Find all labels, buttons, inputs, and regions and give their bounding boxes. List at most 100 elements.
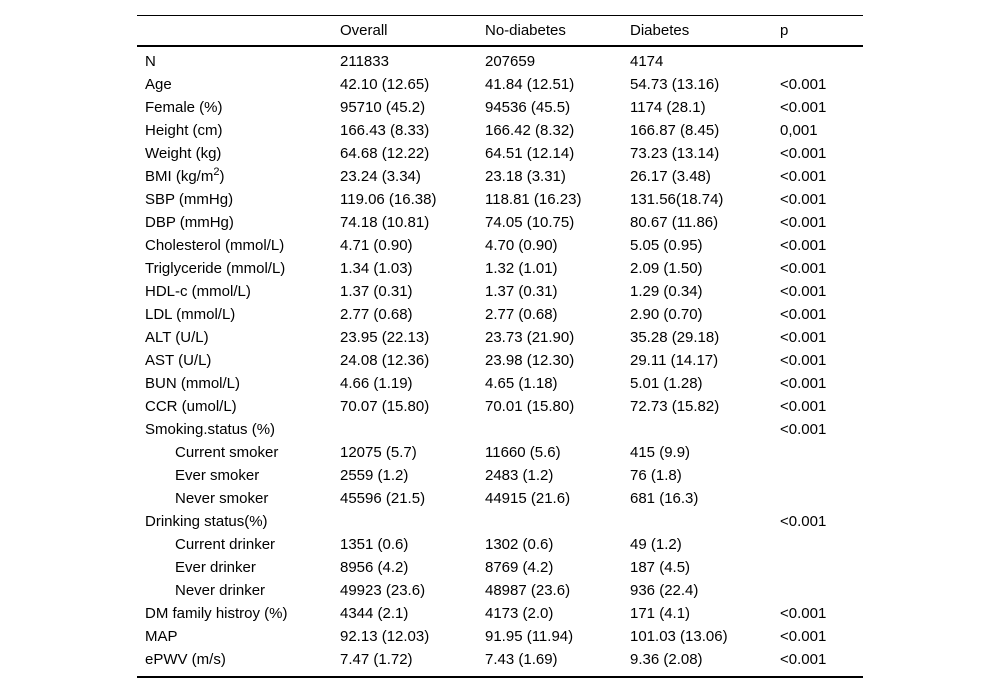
table-header: Overall No-diabetes Diabetes p [137, 15, 863, 47]
cell-value: 74.18 (10.81) [340, 214, 430, 231]
cell-value: 23.98 (12.30) [485, 352, 575, 369]
cell-value: 41.84 (12.51) [485, 76, 575, 93]
row-label: Never drinker [175, 582, 266, 599]
cell-value: <0.001 [780, 76, 827, 93]
cell-value: <0.001 [780, 513, 827, 530]
table-row: Cholesterol (mmol/L) 4.71 (0.90) 4.70 (0.9… [137, 234, 863, 257]
table-row: Weight (kg) 64.68 (12.22) 64.51 (12.14) 73.… [137, 142, 863, 165]
row-label: ALT (U/L) [145, 329, 209, 346]
row-label: Height (cm) [145, 122, 223, 139]
cell-value: 23.24 (3.34) [340, 168, 421, 185]
table-row: Drinking status(%) <0.001 [137, 510, 863, 533]
cell-value: <0.001 [780, 260, 827, 277]
cell-value [485, 510, 630, 533]
cell-value: 8769 (4.2) [485, 559, 554, 576]
row-label: LDL (mmol/L) [145, 306, 236, 323]
cell-value: 4.71 (0.90) [340, 237, 413, 254]
row-label: Smoking.status (%) [145, 421, 276, 438]
cell-value: 1.32 (1.01) [485, 260, 558, 277]
cell-value: 7.43 (1.69) [485, 651, 558, 668]
cell-value: 91.95 (11.94) [485, 628, 574, 645]
cell-value: <0.001 [780, 375, 827, 392]
table-body: N 211833 207659 4174 Age 42.10 (12.65) 41.84 (… [137, 46, 863, 677]
cell-value: 80.67 (11.86) [630, 214, 719, 231]
row-label: HDL-c (mmol/L) [145, 283, 251, 300]
row-label: Never smoker [175, 490, 269, 507]
row-label: CCR (umol/L) [145, 398, 237, 415]
table-row: Ever drinker 8956 (4.2) 8769 (4.2) 187 (4.5… [137, 556, 863, 579]
row-label: BUN (mmol/L) [145, 375, 241, 392]
cell-value: 936 (22.4) [630, 582, 699, 599]
column-header: Overall [340, 15, 485, 47]
table-row: Female (%) 95710 (45.2) 94536 (45.5) 1174 (… [137, 96, 863, 119]
row-label: Female (%) [145, 99, 223, 116]
row-label: Age [145, 76, 172, 93]
cell-value: <0.001 [780, 214, 827, 231]
table-row: BUN (mmol/L) 4.66 (1.19) 4.65 (1.18) 5.01 (… [137, 372, 863, 395]
cell-value: 76 (1.8) [630, 467, 682, 484]
cell-value: 0,001 [780, 122, 818, 139]
table-row: Triglyceride (mmol/L) 1.34 (1.03) 1.32 (1.… [137, 257, 863, 280]
column-header [137, 15, 340, 47]
cell-value: 72.73 (15.82) [630, 398, 720, 415]
cell-value: <0.001 [780, 421, 827, 438]
table-row: ALT (U/L) 23.95 (22.13) 23.73 (21.90) 35.28… [137, 326, 863, 349]
cell-value: 4174 [630, 53, 664, 70]
column-header: Diabetes [630, 15, 780, 47]
table-row: Ever smoker 2559 (1.2) 2483 (1.2) 76 (1.8) [137, 464, 863, 487]
cell-value: 23.73 (21.90) [485, 329, 575, 346]
baseline-characteristics-table-container: Overall No-diabetes Diabetes p N 211833 20765… [137, 15, 863, 678]
cell-value: 54.73 (13.16) [630, 76, 720, 93]
cell-value: 1.37 (0.31) [340, 283, 413, 300]
table-row: Never smoker 45596 (21.5) 44915 (21.6) 681 … [137, 487, 863, 510]
cell-value [780, 487, 863, 510]
cell-value: 207659 [485, 53, 536, 70]
row-label: Weight (kg) [145, 145, 222, 162]
cell-value: <0.001 [780, 237, 827, 254]
row-label: DBP (mmHg) [145, 214, 234, 231]
cell-value: 166.87 (8.45) [630, 122, 720, 139]
table-row: HDL-c (mmol/L) 1.37 (0.31) 1.37 (0.31) 1.29… [137, 280, 863, 303]
cell-value: 23.95 (22.13) [340, 329, 430, 346]
row-label: SBP (mmHg) [145, 191, 234, 208]
cell-value: 4.65 (1.18) [485, 375, 558, 392]
cell-value: 7.47 (1.72) [340, 651, 413, 668]
cell-value: 35.28 (29.18) [630, 329, 720, 346]
cell-value: <0.001 [780, 398, 827, 415]
column-header: No-diabetes [485, 15, 630, 47]
cell-value: 1.29 (0.34) [630, 283, 703, 300]
cell-value: 2483 (1.2) [485, 467, 554, 484]
cell-value: 4.70 (0.90) [485, 237, 558, 254]
cell-value: 2559 (1.2) [340, 467, 409, 484]
cell-value: <0.001 [780, 628, 827, 645]
cell-value: 94536 (45.5) [485, 99, 571, 116]
cell-value [780, 441, 863, 464]
cell-value: 1174 (28.1) [630, 99, 706, 116]
cell-value: 2.09 (1.50) [630, 260, 703, 277]
table-row: DBP (mmHg) 74.18 (10.81) 74.05 (10.75) 80.6… [137, 211, 863, 234]
table-row: MAP 92.13 (12.03) 91.95 (11.94) 101.03 (13.… [137, 625, 863, 648]
cell-value [485, 418, 630, 441]
row-label: Ever drinker [175, 559, 256, 576]
cell-value: 166.42 (8.32) [485, 122, 575, 139]
table-row: Current smoker 12075 (5.7) 11660 (5.6) 415 … [137, 441, 863, 464]
cell-value: 1351 (0.6) [340, 536, 409, 553]
table-row: N 211833 207659 4174 [137, 46, 863, 73]
cell-value [780, 533, 863, 556]
table-row: DM family histroy (%) 4344 (2.1) 4173 (2.0… [137, 602, 863, 625]
row-label: Current drinker [175, 536, 276, 553]
table-row: SBP (mmHg) 119.06 (16.38) 118.81 (16.23) 13… [137, 188, 863, 211]
cell-value: 64.68 (12.22) [340, 145, 430, 162]
cell-value: 415 (9.9) [630, 444, 691, 461]
cell-value: 8956 (4.2) [340, 559, 409, 576]
table-row: Smoking.status (%) <0.001 [137, 418, 863, 441]
cell-value: 5.01 (1.28) [630, 375, 703, 392]
cell-value: 2.77 (0.68) [485, 306, 558, 323]
cell-value: <0.001 [780, 651, 827, 668]
cell-value: 9.36 (2.08) [630, 651, 703, 668]
table-row: AST (U/L) 24.08 (12.36) 23.98 (12.30) 29.11… [137, 349, 863, 372]
cell-value: 119.06 (16.38) [340, 191, 437, 208]
cell-value [630, 418, 780, 441]
cell-value: 45596 (21.5) [340, 490, 426, 507]
row-label: Ever smoker [175, 467, 260, 484]
